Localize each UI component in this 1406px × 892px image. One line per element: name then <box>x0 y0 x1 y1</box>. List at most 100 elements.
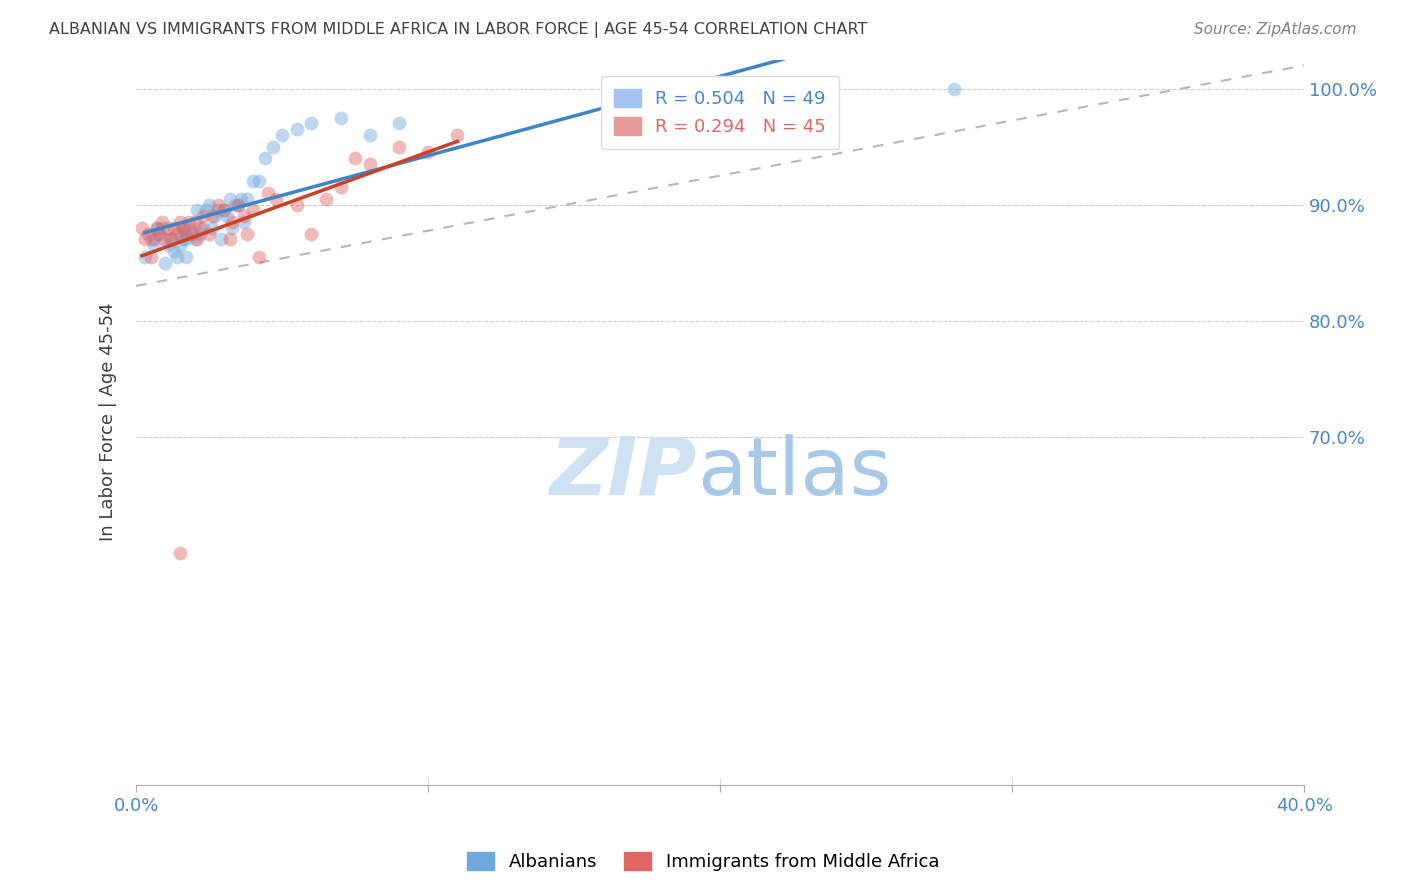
Point <box>226 197 249 211</box>
Point <box>155 255 177 269</box>
Point <box>285 197 308 211</box>
Text: Source: ZipAtlas.com: Source: ZipAtlas.com <box>1194 22 1357 37</box>
Point <box>329 111 352 125</box>
Point <box>134 232 156 246</box>
Point <box>169 215 191 229</box>
Point <box>177 215 200 229</box>
Point <box>226 197 249 211</box>
Point <box>256 186 278 200</box>
Point <box>166 250 188 264</box>
Point <box>212 203 235 218</box>
Point <box>242 203 264 218</box>
Text: atlas: atlas <box>697 434 891 512</box>
Point <box>163 244 186 258</box>
Point <box>174 250 197 264</box>
Point <box>264 192 287 206</box>
Y-axis label: In Labor Force | Age 45-54: In Labor Force | Age 45-54 <box>100 303 117 541</box>
Point <box>183 232 205 246</box>
Point <box>247 250 270 264</box>
Text: ALBANIAN VS IMMIGRANTS FROM MIDDLE AFRICA IN LABOR FORCE | AGE 45-54 CORRELATION: ALBANIAN VS IMMIGRANTS FROM MIDDLE AFRIC… <box>49 22 868 38</box>
Point <box>271 128 294 142</box>
Point <box>231 192 253 206</box>
Point <box>359 157 381 171</box>
Point <box>299 116 322 130</box>
Point <box>242 174 264 188</box>
Point <box>193 220 215 235</box>
Point <box>186 232 208 246</box>
Point <box>169 546 191 560</box>
Point <box>204 209 226 223</box>
Point <box>359 128 381 142</box>
Point <box>201 209 224 223</box>
Point <box>186 203 208 218</box>
Point <box>209 232 232 246</box>
Point <box>134 250 156 264</box>
Point <box>253 151 276 165</box>
Point <box>224 197 246 211</box>
Point <box>198 197 221 211</box>
Point <box>212 203 235 218</box>
Point <box>446 128 468 142</box>
Point <box>177 220 200 235</box>
Point <box>180 227 202 241</box>
Point <box>174 227 197 241</box>
Point <box>150 220 173 235</box>
Point <box>201 220 224 235</box>
Point <box>218 192 240 206</box>
Legend: R = 0.504   N = 49, R = 0.294   N = 45: R = 0.504 N = 49, R = 0.294 N = 45 <box>602 76 839 149</box>
Point <box>315 192 337 206</box>
Point <box>388 139 411 153</box>
Point <box>233 215 256 229</box>
Point <box>329 180 352 194</box>
Point <box>166 227 188 241</box>
Point <box>388 116 411 130</box>
Point <box>180 227 202 241</box>
Point <box>195 203 218 218</box>
Point <box>193 209 215 223</box>
Point <box>416 145 439 160</box>
Point <box>172 220 194 235</box>
Point <box>198 227 221 241</box>
Point <box>172 232 194 246</box>
Point <box>207 203 229 218</box>
Point <box>233 209 256 223</box>
Point <box>142 238 165 252</box>
Legend: Albanians, Immigrants from Middle Africa: Albanians, Immigrants from Middle Africa <box>460 845 946 879</box>
Point <box>174 232 197 246</box>
Point <box>148 227 170 241</box>
Text: ZIP: ZIP <box>550 434 697 512</box>
Point <box>236 192 259 206</box>
Point <box>160 232 183 246</box>
Point <box>148 227 170 241</box>
Point <box>188 220 211 235</box>
Point <box>262 139 284 153</box>
Point <box>247 174 270 188</box>
Point <box>172 220 194 235</box>
Point <box>142 232 165 246</box>
Point <box>183 215 205 229</box>
Point <box>344 151 367 165</box>
Point <box>207 197 229 211</box>
Point <box>139 250 162 264</box>
Point <box>145 220 167 235</box>
Point <box>157 238 180 252</box>
Point <box>131 220 153 235</box>
Point <box>145 220 167 235</box>
Point <box>188 227 211 241</box>
Point <box>155 232 177 246</box>
Point <box>139 232 162 246</box>
Point <box>215 209 238 223</box>
Point <box>150 215 173 229</box>
Point <box>285 122 308 136</box>
Point <box>221 220 243 235</box>
Point <box>157 220 180 235</box>
Point <box>136 227 159 241</box>
Point <box>942 81 965 95</box>
Point <box>160 232 183 246</box>
Point <box>221 215 243 229</box>
Point <box>236 227 259 241</box>
Point <box>169 238 191 252</box>
Point <box>299 227 322 241</box>
Point <box>169 227 191 241</box>
Point <box>218 232 240 246</box>
